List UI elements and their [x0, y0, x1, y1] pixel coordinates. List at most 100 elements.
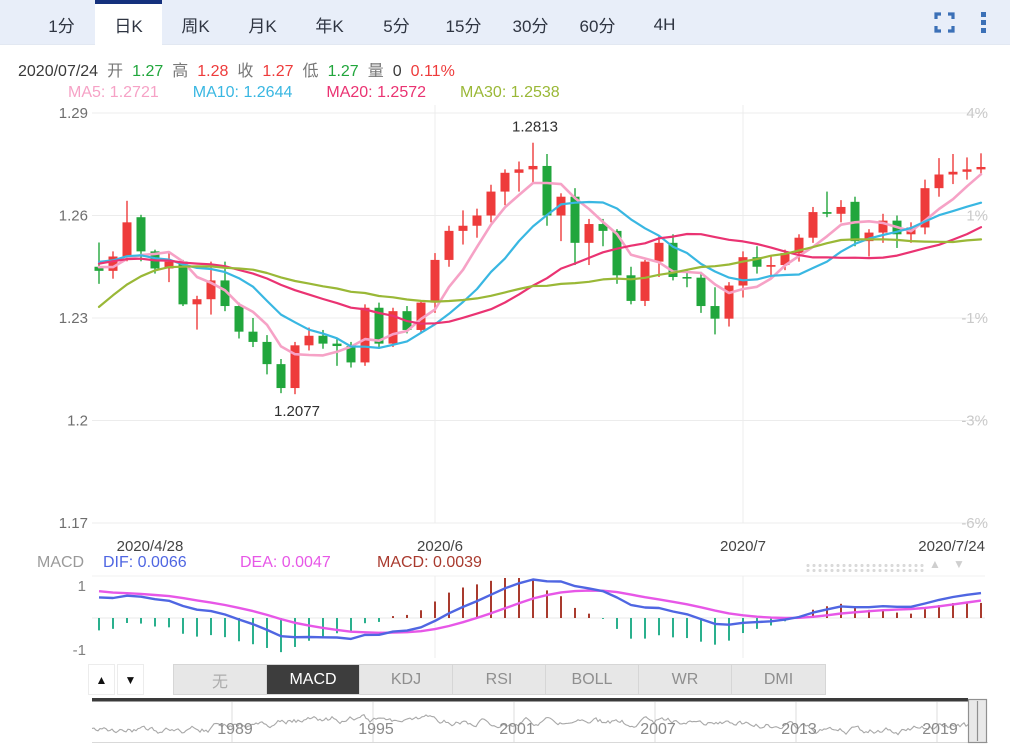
- svg-text:2020/6: 2020/6: [417, 538, 463, 555]
- ma-legend-item-1: MA10: 1.2644: [192, 84, 293, 101]
- quote-segment-3: 高: [172, 63, 189, 80]
- ma30-line: [97, 238, 983, 308]
- period-tab-3[interactable]: 月K: [248, 17, 277, 36]
- svg-text:1.26: 1.26: [59, 208, 88, 225]
- fullscreen-icon[interactable]: [934, 12, 955, 33]
- main-chart-area[interactable]: [92, 105, 985, 523]
- quote-segment-1: 开: [107, 63, 124, 80]
- period-tabbar-tabs: 1分 日K 周K 月K 年K 5分 15分 30分 60分 4H: [0, 0, 698, 45]
- indicator-tab-DMI[interactable]: DMI: [732, 665, 825, 694]
- indicator-tab-WR[interactable]: WR: [639, 665, 732, 694]
- price-annotations: 1.2813 1.2077 2020/4/28 2020/6 2020/7 2020/7/…: [117, 119, 985, 555]
- svg-text:1%: 1%: [966, 208, 988, 225]
- navigator-series: [91, 714, 987, 736]
- indicator-up-button[interactable]: ▲: [88, 664, 115, 695]
- candle-body: [570, 196, 580, 243]
- indicator-tab-KDJ[interactable]: KDJ: [360, 665, 453, 694]
- svg-text:1.2: 1.2: [67, 413, 88, 430]
- indicator-tab-[interactable]: 无: [174, 665, 267, 694]
- dif-line: [98, 578, 982, 641]
- panel-resize-handle[interactable]: [805, 563, 925, 573]
- period-tab-1[interactable]: 日K: [95, 0, 162, 45]
- ma-legend-item-0: MA5: 1.2721: [68, 84, 159, 101]
- period-tab-8[interactable]: 60分: [579, 17, 616, 36]
- candle-body: [710, 306, 720, 319]
- candle-body: [668, 242, 678, 277]
- candle-body: [304, 335, 314, 346]
- candle-body: [220, 280, 230, 307]
- dea-line: [98, 589, 982, 634]
- candle-body: [598, 224, 608, 231]
- candle-body: [920, 188, 930, 228]
- candle-body: [444, 230, 454, 260]
- svg-text:-1: -1: [73, 642, 86, 659]
- period-tab-6[interactable]: 15分: [445, 17, 482, 36]
- candle-body: [724, 285, 734, 319]
- candle-body: [514, 169, 524, 173]
- svg-text:1989: 1989: [217, 721, 253, 738]
- period-tab-7[interactable]: 30分: [512, 17, 549, 36]
- svg-text:1.23: 1.23: [59, 310, 88, 327]
- period-tab-4[interactable]: 年K: [315, 17, 344, 36]
- candle-body: [122, 222, 132, 257]
- svg-text:2001: 2001: [499, 721, 535, 738]
- svg-text:2007: 2007: [640, 721, 676, 738]
- indicator-tab-BOLL[interactable]: BOLL: [546, 665, 639, 694]
- navigator-top-bar: [92, 698, 968, 702]
- candle-body: [556, 196, 566, 216]
- candle-body: [640, 261, 650, 301]
- macd-title: MACD: [37, 554, 85, 571]
- macd-macd-value: MACD: 0.0039: [377, 554, 482, 571]
- candle-body: [458, 225, 468, 231]
- candle-body: [472, 215, 482, 226]
- candle-body: [682, 277, 692, 279]
- candle-body: [738, 257, 748, 286]
- ma-legend-item-3: MA30: 1.2538: [460, 84, 560, 101]
- candle-body: [780, 253, 790, 266]
- candle-body: [528, 165, 538, 170]
- svg-text:1.17: 1.17: [59, 515, 88, 532]
- candle-body: [430, 259, 440, 303]
- candle-body: [248, 331, 258, 342]
- indicator-tabs: 无 MACD KDJ RSI BOLL WR DMI: [173, 664, 826, 695]
- quote-segment-5: 收: [237, 63, 254, 80]
- svg-text:1: 1: [78, 578, 86, 595]
- quote-segment-6: 1.27: [262, 63, 294, 80]
- ma-legend-item-2: MA20: 1.2572: [326, 84, 427, 101]
- quote-segment-4: 1.28: [197, 63, 229, 80]
- navigator-area[interactable]: [92, 701, 968, 742]
- candle-body: [976, 166, 986, 170]
- period-tab-2[interactable]: 周K: [181, 17, 210, 36]
- period-tab-9[interactable]: 4H: [653, 14, 676, 34]
- indicator-tab-MACD[interactable]: MACD: [267, 665, 360, 694]
- macd-collapse-up-icon[interactable]: ▲: [929, 557, 941, 571]
- kebab-menu-icon[interactable]: [981, 12, 986, 33]
- svg-text:2020/7/24: 2020/7/24: [918, 538, 985, 555]
- candle-body: [136, 217, 146, 252]
- candle-body: [94, 266, 104, 271]
- candle-body: [934, 174, 944, 189]
- macd-collapse-down-icon[interactable]: ▼: [953, 557, 965, 571]
- candle-body: [878, 220, 888, 233]
- candle-body: [612, 230, 622, 276]
- macd-dea-value: DEA: 0.0047: [240, 554, 331, 571]
- candle-body: [108, 256, 118, 271]
- candles: [94, 142, 986, 395]
- indicator-down-button[interactable]: ▼: [117, 664, 144, 695]
- candle-body: [654, 242, 664, 262]
- quote-segment-11: 0.11%: [410, 63, 455, 80]
- candle-body: [752, 257, 762, 267]
- macd-chart-area[interactable]: [92, 576, 985, 658]
- navigator-handle[interactable]: [967, 698, 988, 744]
- candle-body: [360, 307, 370, 363]
- period-tab-5[interactable]: 5分: [383, 17, 410, 36]
- candle-body: [822, 212, 832, 214]
- period-tabbar: 1分 日K 周K 月K 年K 5分 15分 30分 60分 4H: [0, 0, 1010, 45]
- indicator-tab-RSI[interactable]: RSI: [453, 665, 546, 694]
- candle-body: [486, 191, 496, 216]
- candle-body: [864, 232, 874, 242]
- candle-body: [346, 346, 356, 363]
- candle-body: [766, 265, 776, 267]
- period-tab-0[interactable]: 1分: [48, 17, 75, 36]
